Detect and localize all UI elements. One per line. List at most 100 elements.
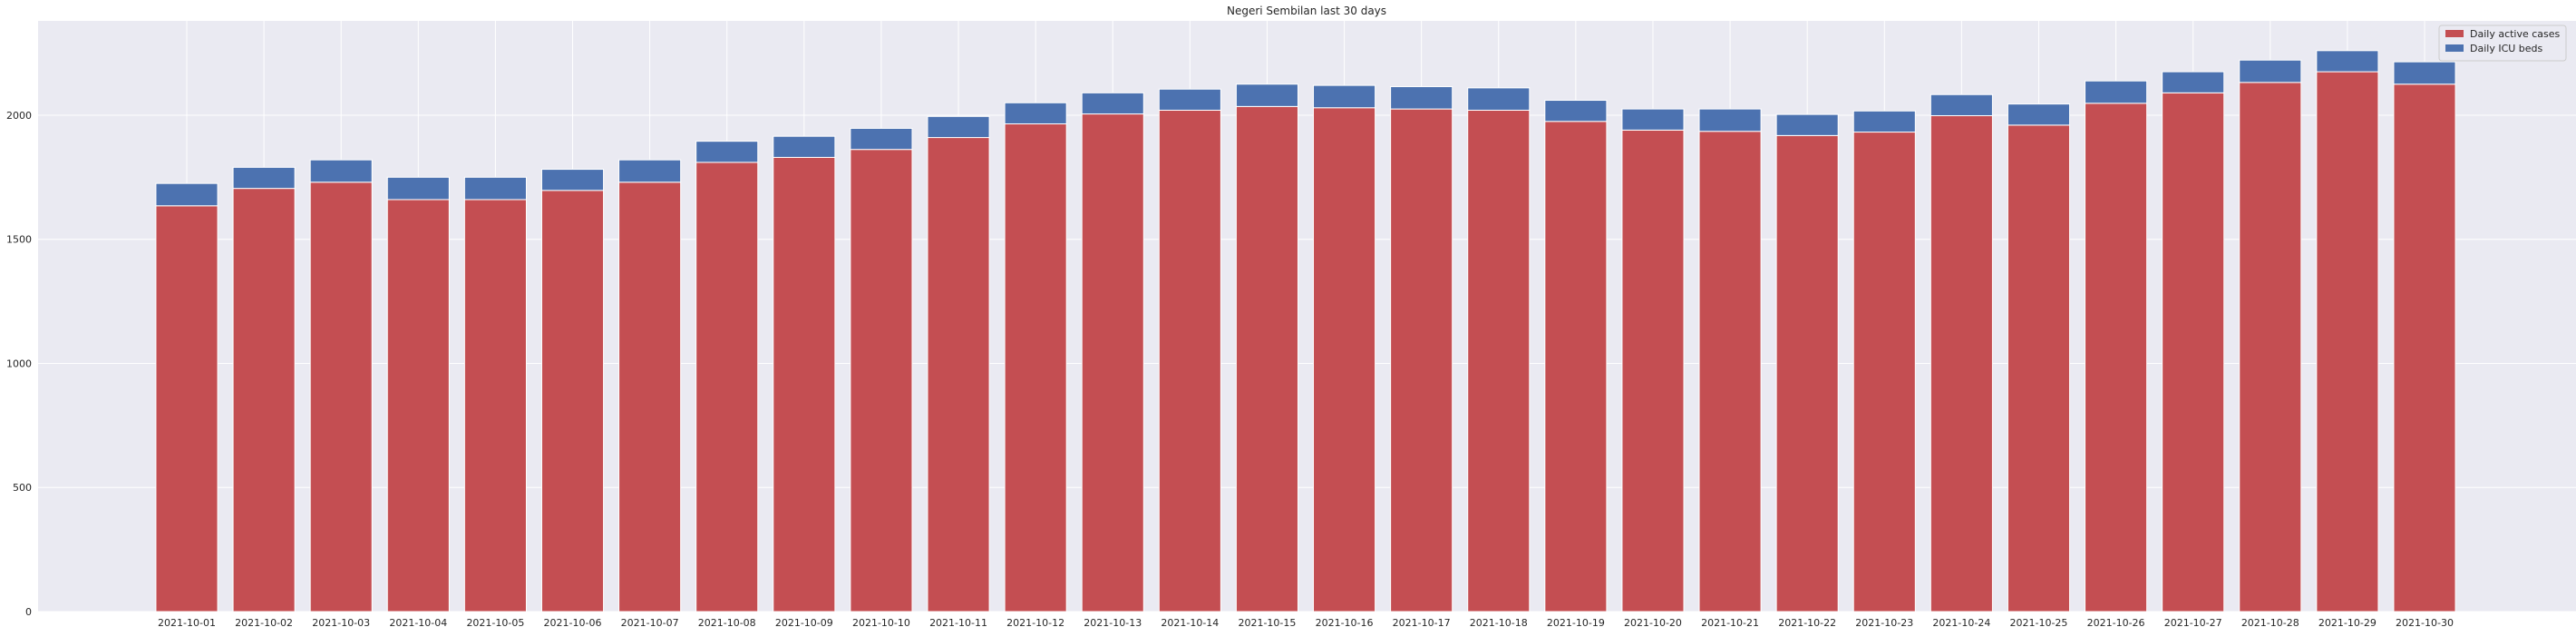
x-tick-label: 2021-10-27 bbox=[2164, 617, 2222, 629]
x-tick-label: 2021-10-24 bbox=[1932, 617, 1990, 629]
bar-icu-beds bbox=[1004, 102, 1067, 125]
x-tick-label: 2021-10-11 bbox=[929, 617, 987, 629]
x-tick-label: 2021-10-17 bbox=[1393, 617, 1451, 629]
bar-active-cases bbox=[463, 199, 527, 612]
bar-active-cases bbox=[1390, 108, 1453, 612]
bar-icu-beds bbox=[927, 115, 990, 139]
x-tick-label: 2021-10-02 bbox=[235, 617, 293, 629]
bar-icu-beds bbox=[2239, 59, 2302, 83]
bar-active-cases bbox=[1158, 109, 1221, 612]
bar-active-cases bbox=[540, 190, 605, 612]
bar-icu-beds bbox=[2316, 50, 2379, 73]
bar-icu-beds bbox=[1698, 108, 1762, 132]
x-tick-label: 2021-10-30 bbox=[2396, 617, 2454, 629]
bar-active-cases bbox=[1698, 131, 1762, 612]
bar-active-cases bbox=[386, 199, 450, 612]
bar-active-cases bbox=[2316, 71, 2379, 612]
x-tick-label: 2021-10-16 bbox=[1316, 617, 1374, 629]
x-tick-label: 2021-10-20 bbox=[1624, 617, 1682, 629]
y-tick-label: 0 bbox=[25, 606, 32, 618]
bar-icu-beds bbox=[1621, 108, 1685, 131]
bar-icu-beds bbox=[618, 159, 682, 183]
legend-label-icu-beds: Daily ICU beds bbox=[2470, 43, 2543, 54]
bar-icu-beds bbox=[1390, 85, 1453, 110]
y-tick-label: 1500 bbox=[6, 234, 32, 246]
bar-active-cases bbox=[1852, 132, 1916, 612]
x-tick-label: 2021-10-06 bbox=[544, 617, 602, 629]
x-tick-label: 2021-10-08 bbox=[698, 617, 756, 629]
bar-icu-beds bbox=[2162, 71, 2225, 93]
x-tick-label: 2021-10-28 bbox=[2241, 617, 2299, 629]
bars bbox=[155, 50, 2456, 612]
bar-icu-beds bbox=[1930, 93, 1993, 116]
bar-icu-beds bbox=[1158, 88, 1221, 111]
x-axis: 2021-10-01 2021-10-02 2021-10-03 2021-10-04… bbox=[158, 617, 2454, 629]
bar-active-cases bbox=[618, 181, 682, 612]
bar-active-cases bbox=[1081, 113, 1144, 612]
x-tick-label: 2021-10-21 bbox=[1701, 617, 1759, 629]
bar-active-cases bbox=[1930, 114, 1993, 612]
x-tick-label: 2021-10-15 bbox=[1238, 617, 1296, 629]
bar-active-cases bbox=[309, 181, 373, 612]
x-tick-label: 2021-10-07 bbox=[621, 617, 679, 629]
bar-icu-beds bbox=[1235, 83, 1298, 107]
legend-swatch-icu-beds bbox=[2445, 44, 2464, 52]
x-tick-label: 2021-10-05 bbox=[466, 617, 524, 629]
bar-icu-beds bbox=[2085, 80, 2148, 104]
x-tick-label: 2021-10-10 bbox=[852, 617, 910, 629]
bar-active-cases bbox=[2007, 124, 2071, 612]
x-tick-label: 2021-10-12 bbox=[1006, 617, 1064, 629]
bar-icu-beds bbox=[695, 141, 759, 163]
bar-active-cases bbox=[1775, 134, 1839, 612]
y-tick-label: 2000 bbox=[6, 110, 32, 122]
bar-active-cases bbox=[1313, 107, 1376, 612]
x-tick-label: 2021-10-01 bbox=[158, 617, 216, 629]
bar-icu-beds bbox=[1467, 87, 1531, 111]
bar-active-cases bbox=[1621, 129, 1685, 612]
chart-title: Negeri Sembilan last 30 days bbox=[1227, 5, 1386, 17]
x-tick-label: 2021-10-29 bbox=[2318, 617, 2377, 629]
bar-active-cases bbox=[2239, 82, 2302, 612]
y-tick-label: 1000 bbox=[6, 358, 32, 369]
bar-icu-beds bbox=[463, 176, 527, 201]
bar-icu-beds bbox=[2393, 61, 2456, 85]
x-tick-label: 2021-10-19 bbox=[1547, 617, 1605, 629]
bar-active-cases bbox=[695, 162, 759, 612]
legend-label-active-cases: Daily active cases bbox=[2470, 28, 2561, 40]
bar-icu-beds bbox=[850, 127, 913, 151]
x-tick-label: 2021-10-18 bbox=[1470, 617, 1528, 629]
bar-active-cases bbox=[1544, 121, 1608, 612]
bar-active-cases bbox=[155, 205, 219, 612]
bar-icu-beds bbox=[155, 182, 219, 207]
bar-icu-beds bbox=[1852, 110, 1916, 133]
x-tick-label: 2021-10-04 bbox=[389, 617, 447, 629]
bar-active-cases bbox=[773, 156, 836, 612]
x-tick-label: 2021-10-03 bbox=[312, 617, 370, 629]
bar-icu-beds bbox=[540, 169, 605, 191]
bar-active-cases bbox=[1235, 105, 1298, 612]
bar-icu-beds bbox=[1081, 92, 1144, 115]
bar-active-cases bbox=[1004, 123, 1067, 612]
x-tick-label: 2021-10-22 bbox=[1778, 617, 1836, 629]
x-tick-label: 2021-10-14 bbox=[1161, 617, 1219, 629]
bar-icu-beds bbox=[2007, 103, 2071, 126]
y-axis: 0 500 1000 1500 2000 bbox=[6, 110, 32, 618]
bar-icu-beds bbox=[1544, 100, 1608, 122]
bar-icu-beds bbox=[1775, 113, 1839, 136]
bar-active-cases bbox=[1467, 109, 1531, 612]
bar-icu-beds bbox=[773, 135, 836, 158]
legend-swatch-active-cases bbox=[2445, 30, 2464, 37]
bar-icu-beds bbox=[1313, 84, 1376, 109]
bar-icu-beds bbox=[386, 176, 450, 201]
x-tick-label: 2021-10-26 bbox=[2087, 617, 2145, 629]
bar-active-cases bbox=[2393, 83, 2456, 612]
bar-icu-beds bbox=[309, 159, 373, 183]
legend: Daily active cases Daily ICU beds bbox=[2438, 24, 2567, 62]
plot-background bbox=[38, 21, 2576, 612]
bar-active-cases bbox=[2162, 92, 2225, 612]
x-tick-label: 2021-10-09 bbox=[775, 617, 833, 629]
bar-active-cases bbox=[927, 137, 990, 612]
x-tick-label: 2021-10-13 bbox=[1084, 617, 1142, 629]
